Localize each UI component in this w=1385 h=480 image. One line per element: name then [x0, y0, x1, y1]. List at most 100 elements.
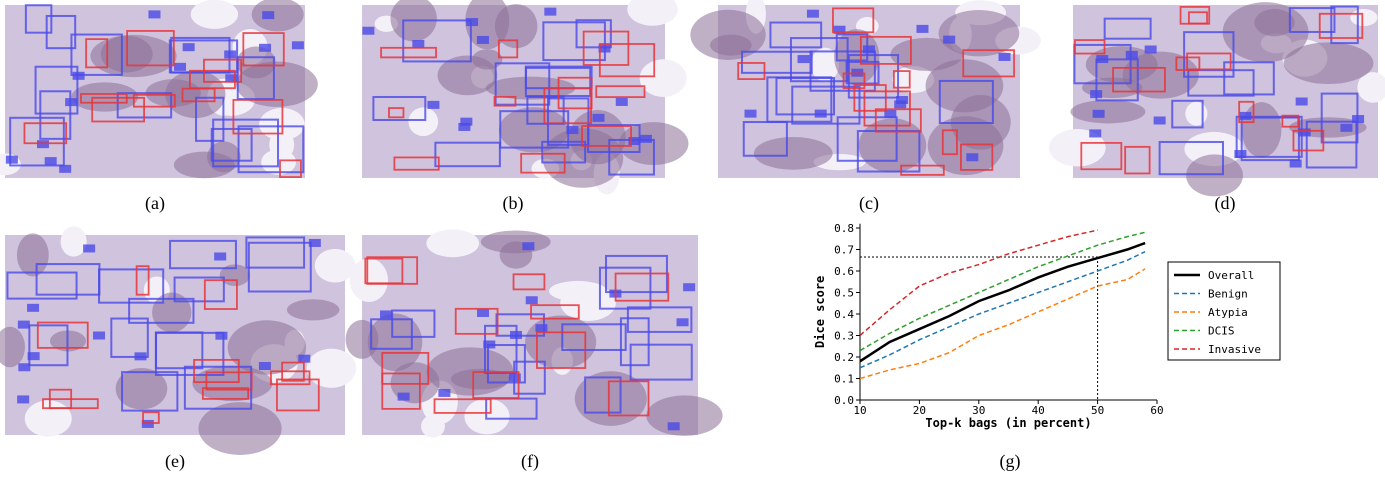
bag-marker — [72, 71, 85, 80]
bag-box — [391, 309, 436, 338]
bag-marker — [667, 422, 680, 431]
prediction-box — [1281, 114, 1300, 128]
x-tick-label: 50 — [1091, 404, 1104, 417]
prediction-box — [433, 398, 492, 414]
bag-marker — [476, 308, 489, 317]
prediction-box — [1238, 100, 1255, 124]
bag-box — [195, 96, 225, 142]
prediction-box — [205, 371, 253, 391]
prediction-box — [581, 125, 632, 147]
legend-label: DCIS — [1208, 325, 1235, 338]
bag-box — [169, 239, 237, 270]
tissue-region — [286, 299, 340, 321]
bag-marker — [44, 157, 57, 166]
prediction-box — [472, 371, 520, 399]
tissue-image — [0, 0, 318, 179]
bag-marker — [522, 242, 535, 251]
bag-marker — [427, 100, 440, 109]
y-tick-label: 0.7 — [834, 244, 854, 257]
bag-box — [1158, 140, 1224, 176]
prediction-box — [80, 93, 128, 104]
tissue-region — [367, 313, 423, 372]
prediction-box — [1292, 129, 1325, 152]
y-tick-label: 0.4 — [834, 308, 854, 321]
bag-box — [561, 323, 627, 351]
prediction-box — [595, 85, 646, 99]
prediction-box — [1188, 11, 1208, 25]
bag-marker — [566, 126, 579, 135]
bag-box — [212, 118, 280, 168]
prediction-box — [614, 272, 670, 302]
tissue-region — [646, 395, 723, 436]
fat-cell — [1357, 72, 1385, 103]
prediction-box — [201, 387, 250, 400]
fat-cell — [639, 59, 687, 97]
prediction-box — [203, 58, 243, 83]
bag-marker — [182, 43, 195, 52]
prediction-box — [853, 84, 887, 112]
prediction-box — [454, 307, 499, 335]
bag-marker — [438, 388, 451, 397]
prediction-box — [1074, 39, 1106, 55]
prediction-box — [874, 108, 922, 133]
bag-box — [28, 324, 69, 367]
bag-marker — [27, 303, 40, 312]
bag-marker — [525, 296, 538, 305]
bag-marker — [174, 62, 187, 71]
bag-marker — [1239, 111, 1252, 120]
bag-box — [237, 125, 305, 174]
prediction-box — [962, 49, 1015, 78]
bag-marker — [412, 39, 425, 48]
fat-cell — [1049, 128, 1106, 167]
prediction-box — [181, 87, 216, 103]
bag-marker — [1144, 45, 1157, 54]
prediction-box — [91, 96, 146, 123]
bag-box — [39, 90, 72, 140]
bag-marker — [744, 109, 757, 118]
prediction-box — [135, 265, 150, 296]
bag-marker — [508, 373, 521, 382]
bag-box — [484, 324, 518, 375]
tissue-region — [0, 326, 25, 368]
bag-box — [791, 85, 861, 125]
prediction-box — [900, 164, 945, 176]
caption: (b) — [503, 193, 524, 214]
prediction-box — [203, 279, 238, 310]
bag-box — [587, 124, 641, 154]
x-tick-label: 20 — [913, 404, 926, 417]
bag-box — [1240, 116, 1300, 162]
y-tick-label: 0.5 — [834, 287, 854, 300]
bag-marker — [998, 52, 1011, 61]
tissue-image — [1049, 2, 1385, 197]
prediction-box — [1112, 66, 1166, 93]
fat-cell — [60, 226, 87, 257]
y-axis-label: Dice score — [813, 276, 827, 348]
bag-marker — [1295, 97, 1308, 106]
bag-marker — [683, 283, 696, 292]
bag-marker — [1289, 159, 1302, 168]
series-line — [860, 250, 1146, 369]
legend-label: Benign — [1208, 288, 1248, 301]
prediction-box — [1080, 142, 1123, 171]
tissue-region — [173, 151, 235, 179]
tissue-region — [938, 10, 1020, 57]
fat-cell — [627, 0, 678, 26]
bag-box — [835, 33, 869, 62]
prediction-box — [1124, 145, 1151, 175]
tissue-region — [890, 37, 964, 71]
prediction-box — [48, 388, 73, 410]
bag-box — [173, 276, 225, 303]
prediction-box — [364, 257, 404, 285]
bag-marker — [639, 134, 652, 143]
bag-marker — [966, 153, 979, 162]
bag-box — [1183, 31, 1235, 78]
bag-marker — [896, 96, 909, 105]
bag-box — [247, 241, 312, 293]
bag-box — [494, 62, 551, 106]
tissue-region — [115, 367, 168, 410]
bag-box — [402, 19, 472, 63]
tissue-region — [227, 320, 307, 375]
tissue-region — [1283, 42, 1374, 85]
bag-marker — [17, 395, 30, 404]
tissue-region — [709, 34, 752, 56]
